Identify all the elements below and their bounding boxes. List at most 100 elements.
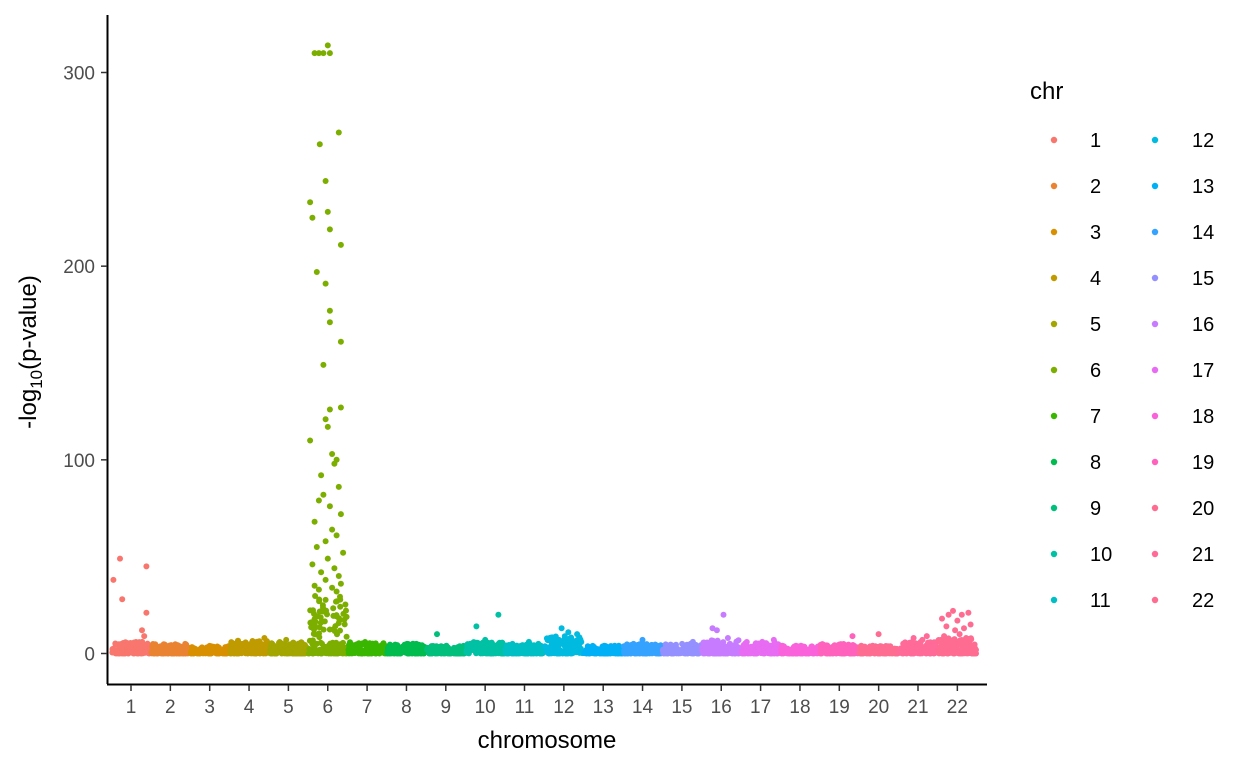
legend-swatch (1151, 550, 1159, 558)
legend-item-15: 15 (1151, 268, 1214, 290)
data-point-peak (117, 555, 123, 562)
data-point-peak (954, 617, 961, 624)
data-point (770, 649, 777, 656)
data-point (608, 648, 615, 654)
legend-label: 22 (1192, 590, 1214, 612)
x-tick-label: 22 (947, 697, 968, 718)
data-point (205, 649, 212, 656)
data-point-peak (713, 627, 720, 634)
data-point (802, 646, 809, 652)
data-point (351, 648, 358, 655)
data-point (271, 645, 278, 652)
data-point (170, 649, 176, 656)
y-tick-label: 100 (63, 451, 95, 472)
series-chr-8 (384, 640, 428, 657)
legend-label: 21 (1192, 544, 1214, 566)
data-point-peak (337, 404, 344, 411)
x-axis-title: chromosome (478, 727, 617, 754)
data-point (160, 649, 167, 656)
x-tick-label: 1 (126, 697, 137, 718)
data-point-peak (525, 638, 532, 645)
data-point (710, 650, 716, 657)
data-point (370, 649, 377, 655)
data-point-peak (322, 576, 329, 583)
data-point-peak (335, 483, 342, 490)
data-point-peak (320, 50, 327, 57)
legend-swatch (1050, 458, 1058, 466)
data-point (391, 642, 398, 649)
legend-label: 15 (1192, 268, 1214, 290)
data-point (764, 641, 770, 648)
data-point (637, 646, 644, 653)
data-point (357, 642, 364, 648)
legend-item-3: 3 (1050, 222, 1101, 244)
data-point (733, 638, 740, 645)
data-point (333, 612, 340, 619)
data-point (520, 646, 527, 653)
data-point-peak (720, 611, 727, 618)
data-point (487, 650, 494, 657)
data-point-peak (639, 636, 646, 643)
data-point (847, 649, 854, 656)
data-point (509, 643, 516, 650)
data-point (402, 641, 409, 648)
data-point (379, 645, 386, 652)
data-point (545, 647, 552, 654)
data-point-peak (315, 586, 322, 593)
legend-swatch (1151, 136, 1159, 144)
data-point-peak (322, 280, 329, 287)
series-chr-5 (267, 636, 311, 657)
data-point (510, 650, 517, 657)
legend-item-11: 11 (1050, 590, 1111, 612)
data-point (890, 650, 897, 657)
data-point (885, 643, 891, 650)
data-point (939, 638, 946, 644)
data-point (233, 640, 240, 647)
data-point (436, 650, 442, 657)
x-tick-label: 3 (204, 697, 215, 718)
legend-label: 19 (1192, 452, 1214, 474)
x-tick-label: 9 (441, 697, 452, 718)
legend-swatch (1151, 504, 1159, 512)
legend-item-18: 18 (1151, 406, 1214, 428)
data-point-peak (324, 208, 331, 215)
data-point (335, 649, 342, 656)
legend-label: 1 (1090, 130, 1101, 152)
data-point (357, 646, 364, 653)
data-point (311, 616, 318, 623)
legend-label: 13 (1192, 176, 1214, 198)
data-point (445, 648, 452, 655)
data-point-peak (315, 50, 322, 57)
x-tick-label: 15 (671, 697, 692, 718)
data-point (479, 650, 486, 657)
data-point-peak (326, 503, 333, 510)
data-point (238, 643, 245, 650)
data-point (702, 649, 709, 656)
data-point (182, 640, 189, 647)
x-tick-label: 11 (515, 697, 535, 718)
data-point (535, 640, 542, 647)
data-point (318, 650, 325, 657)
data-point (552, 636, 559, 643)
data-point (798, 642, 804, 649)
data-point (588, 647, 595, 654)
legend-item-12: 12 (1151, 130, 1214, 152)
series-chr-18 (778, 642, 822, 657)
data-point (418, 649, 425, 656)
data-point (343, 633, 350, 640)
data-point (692, 645, 699, 652)
x-tick-label: 2 (165, 697, 176, 718)
x-tick-label: 17 (750, 697, 771, 718)
data-point (653, 650, 660, 657)
data-point-peak (322, 178, 329, 184)
legend-item-17: 17 (1151, 360, 1214, 382)
data-point (433, 645, 440, 652)
data-point (325, 650, 332, 657)
x-tick-label: 20 (868, 697, 889, 718)
data-point (309, 650, 316, 657)
series-chr-1 (109, 555, 153, 657)
data-point (427, 645, 434, 651)
x-tick-label: 18 (789, 697, 810, 718)
legend-swatch (1151, 228, 1159, 236)
